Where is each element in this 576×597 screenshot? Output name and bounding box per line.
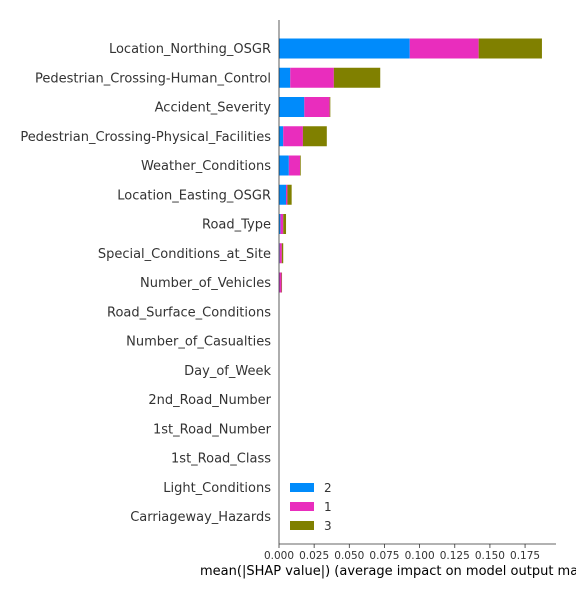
- bar-segment-series-1: [286, 184, 288, 205]
- bar-segment-series-1: [283, 126, 303, 147]
- x-tick-label: 0.150: [475, 550, 505, 562]
- category-label: Weather_Conditions: [141, 159, 271, 174]
- category-label: Road_Surface_Conditions: [107, 305, 271, 320]
- bar-segment-series-2: [279, 97, 305, 117]
- bar-segment-series-3: [302, 126, 327, 147]
- bar-segment-series-2: [279, 38, 410, 59]
- x-axis-title: mean(|SHAP value|) (average impact on mo…: [200, 564, 576, 579]
- bar-segment-series-2: [279, 67, 291, 88]
- bar-segment-series-2: [279, 126, 284, 147]
- category-label: Day_of_Week: [184, 364, 271, 379]
- bar-segment-series-1: [288, 155, 301, 176]
- category-label: Location_Easting_OSGR: [117, 188, 271, 203]
- x-tick-label: 0.075: [369, 550, 399, 562]
- bar-segment-series-3: [478, 38, 542, 59]
- legend-swatch-series-1: [290, 502, 314, 511]
- legend-label: 1: [324, 500, 332, 514]
- bar-segment-series-1: [279, 272, 282, 293]
- x-tick-label: 0.125: [440, 550, 470, 562]
- x-tick-label: 0.025: [299, 550, 329, 562]
- bar-segment-series-3: [300, 155, 301, 176]
- x-axis-ticks: 0.000 0.025 0.050 0.075 0.100 0.125 0.150 0.175: [264, 544, 540, 562]
- category-label: Accident_Severity: [155, 101, 272, 116]
- bar-segment-series-3: [329, 97, 331, 117]
- bar-segment-series-1: [304, 97, 330, 117]
- bar-segment-series-3: [287, 184, 292, 205]
- category-label: Light_Conditions: [163, 481, 271, 496]
- category-label: 1st_Road_Class: [171, 452, 271, 467]
- category-labels: Location_Northing_OSGR Pedestrian_Crossin…: [20, 42, 271, 525]
- bar-segment-series-1: [409, 38, 479, 59]
- x-tick-label: 0.175: [510, 550, 540, 562]
- bar-segment-series-2: [279, 214, 281, 234]
- category-label: Road_Type: [202, 218, 271, 233]
- legend-label: 3: [324, 519, 332, 533]
- legend-label: 2: [324, 481, 332, 495]
- x-tick-label: 0.100: [405, 550, 435, 562]
- bar-segment-series-2: [279, 155, 289, 176]
- x-tick-label: 0.050: [334, 550, 364, 562]
- legend: 2 1 3: [290, 481, 332, 533]
- category-label: Location_Northing_OSGR: [109, 42, 271, 57]
- category-label: Number_of_Casualties: [126, 335, 271, 350]
- bar-segment-series-2: [279, 184, 287, 205]
- category-label: Pedestrian_Crossing-Human_Control: [35, 71, 271, 86]
- bar-segment-series-3: [281, 272, 283, 293]
- category-label: Special_Conditions_at_Site: [98, 247, 271, 262]
- bars-layer: [279, 38, 542, 293]
- bar-segment-series-1: [280, 214, 284, 234]
- bar-segment-series-3: [281, 243, 284, 264]
- bar-segment-series-3: [283, 214, 287, 234]
- category-label: 1st_Road_Number: [153, 422, 272, 437]
- bar-segment-series-1: [279, 243, 282, 264]
- category-label: Pedestrian_Crossing-Physical_Facilities: [20, 130, 271, 145]
- bar-segment-series-1: [290, 67, 334, 88]
- x-tick-label: 0.000: [264, 550, 294, 562]
- category-label: Number_of_Vehicles: [140, 276, 271, 291]
- legend-swatch-series-2: [290, 483, 314, 492]
- category-label: 2nd_Road_Number: [148, 393, 271, 408]
- bar-segment-series-3: [333, 67, 381, 88]
- category-label: Carriageway_Hazards: [130, 510, 271, 525]
- legend-swatch-series-3: [290, 521, 314, 530]
